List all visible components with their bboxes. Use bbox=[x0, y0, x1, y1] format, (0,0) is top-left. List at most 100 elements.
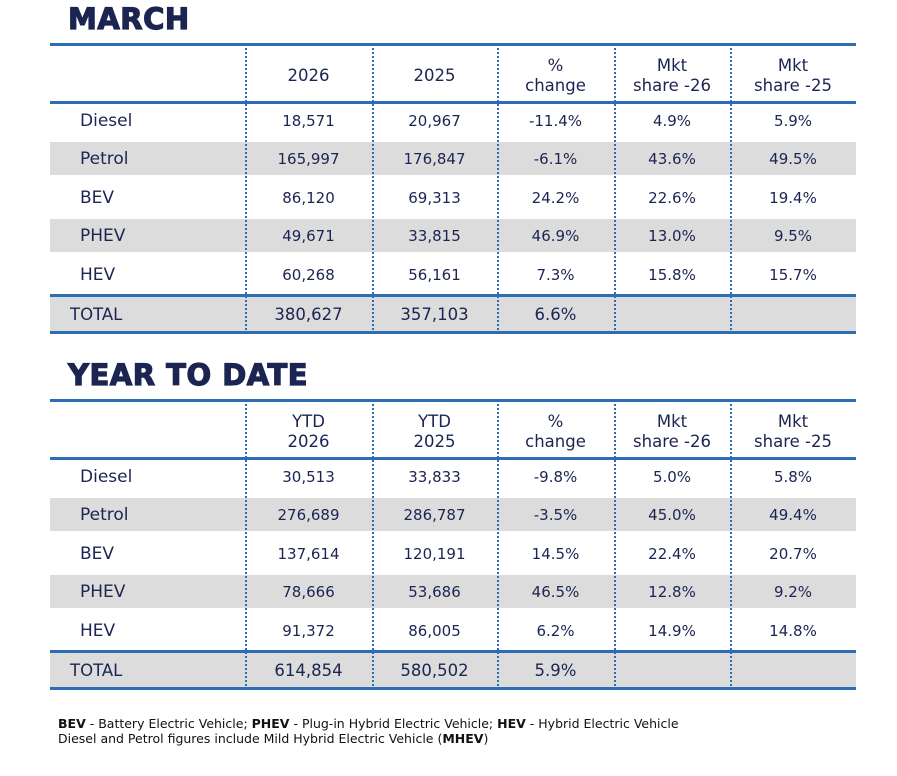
header-cell: % change bbox=[497, 400, 614, 458]
value-cell: 12.8% bbox=[648, 582, 696, 601]
value-cell: 22.6% bbox=[648, 188, 696, 207]
definition: - Battery Electric Vehicle; bbox=[85, 716, 252, 731]
data-row: BEV 86,120 69,313 24.2% 22.6% 19.4% bbox=[50, 179, 856, 217]
rule bbox=[50, 331, 856, 334]
column-divider bbox=[730, 404, 732, 686]
header-text: 2025 bbox=[413, 432, 456, 451]
footnote: BEV - Battery Electric Vehicle; PHEV - P… bbox=[58, 716, 679, 746]
value-cell: 60,268 bbox=[282, 265, 335, 284]
column-divider bbox=[497, 404, 499, 686]
data-row: HEV 60,268 56,161 7.3% 15.8% 15.7% bbox=[50, 256, 856, 294]
value-cell: 286,787 bbox=[403, 505, 466, 524]
row-label: PHEV bbox=[80, 225, 126, 246]
value-cell: 20.7% bbox=[769, 544, 817, 563]
value-cell: -9.8% bbox=[533, 468, 578, 487]
header-cell: % change bbox=[497, 44, 614, 102]
value-cell: 49.4% bbox=[769, 505, 817, 524]
footnote-line: BEV - Battery Electric Vehicle; PHEV - P… bbox=[58, 716, 679, 731]
header-cell: YTD 2026 bbox=[245, 400, 372, 458]
value-cell: 69,313 bbox=[408, 188, 461, 207]
value-cell: 45.0% bbox=[648, 505, 696, 524]
column-divider bbox=[614, 404, 616, 686]
rule bbox=[50, 101, 856, 104]
header-text: Mkt bbox=[656, 56, 688, 75]
value-cell: 176,847 bbox=[403, 149, 466, 168]
total-cell: 580,502 bbox=[400, 660, 469, 680]
row-label: HEV bbox=[80, 620, 116, 641]
value-cell: 20,967 bbox=[408, 112, 461, 131]
rule bbox=[50, 43, 856, 46]
header-text: share -25 bbox=[754, 432, 832, 451]
header-text: 2025 bbox=[413, 66, 456, 85]
rule bbox=[50, 294, 856, 297]
note-text: Diesel and Petrol figures include Mild H… bbox=[58, 731, 443, 746]
header-text: YTD bbox=[418, 412, 451, 431]
header-text: change bbox=[525, 432, 586, 451]
value-cell: 9.2% bbox=[773, 582, 813, 601]
total-row: TOTAL 614,854 580,502 5.9% bbox=[50, 652, 856, 688]
abbreviation: BEV bbox=[58, 716, 86, 731]
definition: - Hybrid Electric Vehicle bbox=[525, 716, 679, 731]
row-label: Diesel bbox=[80, 111, 133, 132]
value-cell: 46.9% bbox=[531, 226, 580, 245]
value-cell: 22.4% bbox=[648, 544, 696, 563]
value-cell: 5.8% bbox=[773, 468, 813, 487]
value-cell: 43.6% bbox=[648, 149, 696, 168]
column-divider bbox=[497, 48, 499, 330]
abbreviation: HEV bbox=[497, 716, 526, 731]
rule bbox=[50, 457, 856, 460]
value-cell: 78,666 bbox=[282, 582, 335, 601]
column-divider bbox=[372, 48, 374, 330]
value-cell: 56,161 bbox=[408, 265, 461, 284]
value-cell: 4.9% bbox=[652, 112, 692, 131]
total-cell: 6.6% bbox=[534, 304, 577, 324]
row-label: PHEV bbox=[80, 581, 126, 602]
total-cell: 5.9% bbox=[534, 660, 577, 680]
header-text: % bbox=[547, 56, 564, 75]
footnote-line: Diesel and Petrol figures include Mild H… bbox=[58, 731, 679, 746]
header-text: YTD bbox=[292, 412, 325, 431]
value-cell: -11.4% bbox=[528, 112, 583, 131]
data-row: Diesel 18,571 20,967 -11.4% 4.9% 5.9% bbox=[50, 102, 856, 140]
total-label: TOTAL bbox=[70, 660, 123, 680]
header-text: % bbox=[547, 412, 564, 431]
value-cell: 30,513 bbox=[282, 468, 335, 487]
value-cell: 13.0% bbox=[648, 226, 696, 245]
abbreviation: MHEV bbox=[442, 731, 484, 746]
data-row: PHEV 49,671 33,815 46.9% 13.0% 9.5% bbox=[50, 219, 856, 253]
header-cell: Mkt share -25 bbox=[730, 44, 856, 102]
column-divider bbox=[372, 404, 374, 686]
section-title: YEAR TO DATE bbox=[67, 357, 309, 392]
row-label: BEV bbox=[80, 543, 115, 564]
row-label: BEV bbox=[80, 187, 115, 208]
total-row: TOTAL 380,627 357,103 6.6% bbox=[50, 296, 856, 332]
value-cell: 33,815 bbox=[408, 226, 461, 245]
header-text: share -26 bbox=[633, 432, 711, 451]
value-cell: 7.3% bbox=[536, 265, 575, 284]
data-row: BEV 137,614 120,191 14.5% 22.4% 20.7% bbox=[50, 535, 856, 573]
header-text: Mkt bbox=[656, 412, 688, 431]
abbreviation: PHEV bbox=[251, 716, 290, 731]
value-cell: 6.2% bbox=[536, 621, 575, 640]
value-cell: -3.5% bbox=[533, 505, 578, 524]
row-label: HEV bbox=[80, 264, 116, 285]
data-row: Petrol 165,997 176,847 -6.1% 43.6% 49.5% bbox=[50, 142, 856, 176]
header-text: change bbox=[525, 76, 586, 95]
header-cell: 2025 bbox=[372, 44, 497, 102]
header-row: 2026 2025% change Mkt share -26 Mkt share -25 bbox=[50, 44, 856, 102]
value-cell: 276,689 bbox=[277, 505, 340, 524]
value-cell: 49,671 bbox=[282, 226, 335, 245]
value-cell: 19.4% bbox=[769, 188, 817, 207]
rule bbox=[50, 399, 856, 402]
value-cell: 18,571 bbox=[282, 112, 335, 131]
total-cell: 380,627 bbox=[274, 304, 343, 324]
value-cell: 15.8% bbox=[648, 265, 696, 284]
total-cell: 357,103 bbox=[400, 304, 469, 324]
value-cell: 91,372 bbox=[282, 621, 335, 640]
value-cell: 24.2% bbox=[531, 188, 580, 207]
value-cell: 86,120 bbox=[282, 188, 335, 207]
header-text: 2026 bbox=[287, 66, 330, 85]
value-cell: 15.7% bbox=[769, 265, 817, 284]
value-cell: 5.0% bbox=[652, 468, 692, 487]
value-cell: 46.5% bbox=[531, 582, 580, 601]
